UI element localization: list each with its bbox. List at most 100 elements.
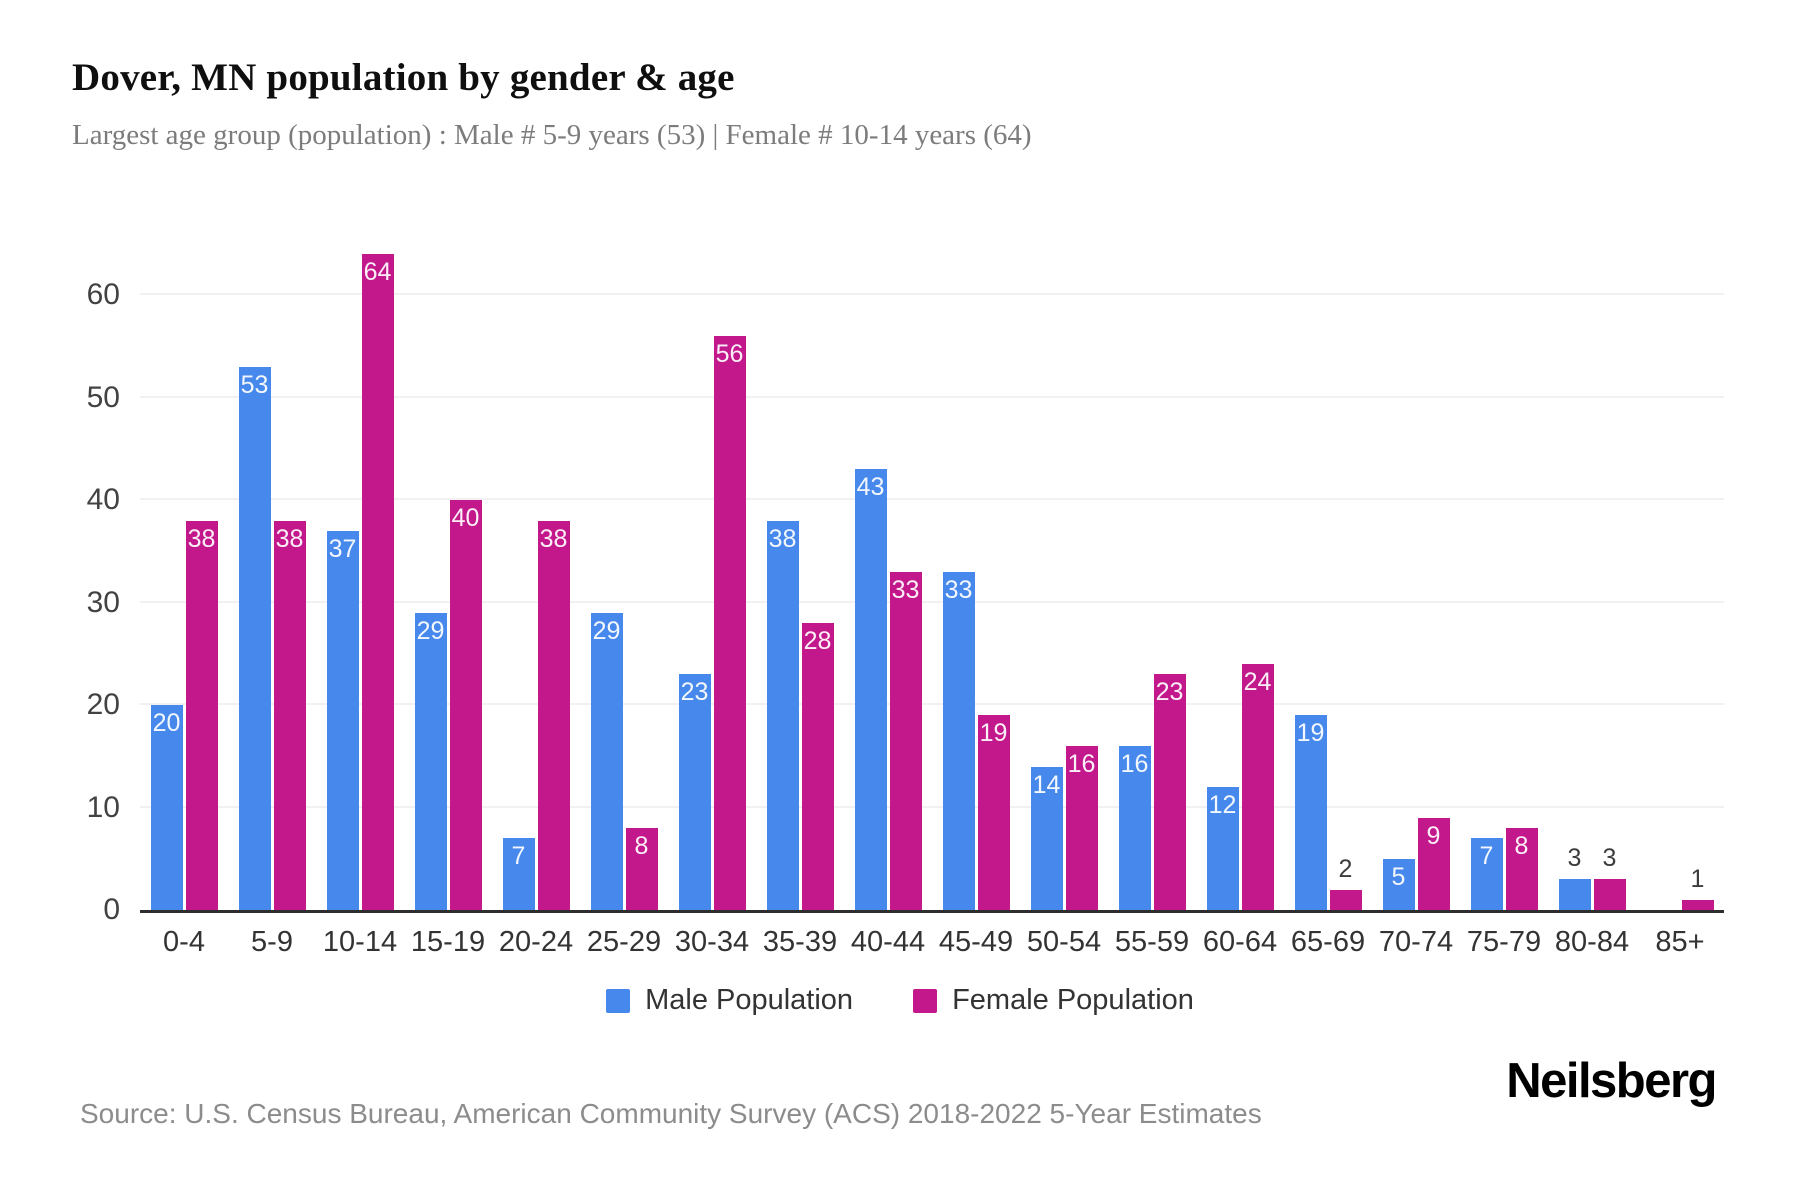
bar-value-label: 29 <box>416 616 445 645</box>
bar-value-label: 29 <box>592 616 621 645</box>
category-group-5-9: 53 38 5-9 <box>228 250 316 958</box>
bar-value-label: 1 <box>1690 864 1705 893</box>
x-axis-label-5-9: 5-9 <box>251 926 293 958</box>
y-gridline-20 <box>140 703 1724 705</box>
male-bar-30-34: 23 <box>678 674 711 910</box>
bar-value-label: 28 <box>803 627 832 655</box>
x-axis-label-35-39: 35-39 <box>762 926 838 958</box>
source-attribution: Source: U.S. Census Bureau, American Com… <box>80 1098 1262 1129</box>
page-title: Dover, MN population by gender & age <box>72 56 735 99</box>
category-group-15-19: 29 40 15-19 <box>404 250 492 958</box>
bar-pair: 14 16 <box>1020 746 1108 910</box>
category-group-75-79: 7 8 75-79 <box>1460 250 1548 958</box>
male-bar-25-29: 29 <box>590 612 623 910</box>
x-axis-label-80-84: 80-84 <box>1554 926 1630 958</box>
male-bar-5-9: 53 <box>238 366 271 910</box>
female-bar-55-59: 23 <box>1153 674 1186 910</box>
bar-pair: 20 38 <box>140 520 228 910</box>
bar-value-label: 33 <box>944 575 973 604</box>
female-bar-0-4: 38 <box>185 520 218 910</box>
bar-value-label: 14 <box>1032 770 1061 799</box>
male-legend-swatch <box>606 988 631 1013</box>
bar-value-label: 23 <box>680 678 709 707</box>
y-gridline-40 <box>140 498 1724 500</box>
bar-value-label: 43 <box>856 473 885 502</box>
y-gridline-10 <box>140 805 1724 808</box>
bar-value-label: 19 <box>1296 719 1325 748</box>
x-axis-baseline <box>140 910 1724 913</box>
male-bar-0-4: 20 <box>150 705 183 910</box>
bar-value-label: 38 <box>539 524 568 553</box>
x-axis-label-0-4: 0-4 <box>163 926 205 958</box>
female-bar-70-74: 9 <box>1417 817 1450 910</box>
y-gridline-50 <box>140 395 1724 398</box>
y-axis-tick-label: 20 <box>86 688 120 721</box>
bar-value-label: 8 <box>634 832 649 860</box>
bar-value-label: 38 <box>768 524 797 553</box>
bar-value-label: 40 <box>451 504 480 532</box>
category-group-40-44: 43 33 40-44 <box>844 250 932 958</box>
bar-pair: 23 56 <box>668 336 756 910</box>
bar-value-label: 38 <box>187 524 216 553</box>
x-axis-label-15-19: 15-19 <box>410 926 486 958</box>
x-axis-label-65-69: 65-69 <box>1290 926 1366 958</box>
bar-value-label: 19 <box>979 719 1008 748</box>
category-group-50-54: 14 16 50-54 <box>1020 250 1108 958</box>
bar-value-label: 24 <box>1243 668 1272 696</box>
y-axis-tick-label: 40 <box>86 483 120 516</box>
y-gridline-30 <box>140 600 1724 603</box>
category-group-20-24: 7 38 20-24 <box>492 250 580 958</box>
bar-pair: 43 33 <box>844 469 932 910</box>
x-axis-label-40-44: 40-44 <box>850 926 926 958</box>
category-group-35-39: 38 28 35-39 <box>756 250 844 958</box>
female-bar-65-69: 2 <box>1329 856 1362 910</box>
male-bar-35-39: 38 <box>766 520 799 910</box>
chart-legend: Male Population Female Population <box>0 984 1800 1017</box>
category-group-45-49: 33 19 45-49 <box>932 250 1020 958</box>
category-row: 20 38 0-4 53 38 5-9 37 64 10-14 29 40 15-19 7 38 20-24… <box>140 250 1724 958</box>
female-bar-50-54: 16 <box>1065 746 1098 910</box>
category-group-25-29: 29 8 25-29 <box>580 250 668 958</box>
bar-value-label: 9 <box>1426 821 1441 850</box>
male-bar-55-59: 16 <box>1118 746 1151 910</box>
bar-value-label: 3 <box>1567 844 1582 873</box>
bar-pair: 33 19 <box>932 571 1020 910</box>
x-axis-label-10-14: 10-14 <box>322 926 398 958</box>
bar-pair: 37 64 <box>316 254 404 910</box>
bar-value-label: 53 <box>240 370 269 399</box>
y-gridline-60 <box>140 293 1724 295</box>
x-axis-label-70-74: 70-74 <box>1378 926 1454 958</box>
x-axis-label-25-29: 25-29 <box>586 926 662 958</box>
x-axis-label-20-24: 20-24 <box>498 926 574 958</box>
female-bar-60-64: 24 <box>1241 664 1274 910</box>
female-legend-label: Female Population <box>952 984 1194 1016</box>
female-bar-25-29: 8 <box>625 828 658 910</box>
bar-pair: 12 24 <box>1196 664 1284 910</box>
category-group-60-64: 12 24 60-64 <box>1196 250 1284 958</box>
female-bar-80-84: 3 <box>1593 846 1626 910</box>
bar-pair: 19 2 <box>1284 715 1372 910</box>
y-axis-tick-label: 10 <box>86 790 120 824</box>
bar-value-label: 16 <box>1120 750 1149 778</box>
x-axis-label-45-49: 45-49 <box>938 926 1014 958</box>
female-bar-20-24: 38 <box>537 520 570 910</box>
male-bar-75-79: 7 <box>1470 838 1503 910</box>
male-bar-40-44: 43 <box>854 469 887 910</box>
bar-value-label: 33 <box>891 575 920 604</box>
bar-value-label: 12 <box>1208 791 1237 819</box>
bar-pair: 53 38 <box>228 366 316 910</box>
category-group-30-34: 23 56 30-34 <box>668 250 756 958</box>
legend-item-female: Female Population <box>913 984 1194 1017</box>
category-group-55-59: 16 23 55-59 <box>1108 250 1196 958</box>
female-bar-15-19: 40 <box>449 500 482 910</box>
x-axis-label-55-59: 55-59 <box>1114 926 1190 958</box>
male-bar-45-49: 33 <box>942 571 975 910</box>
x-axis-label-75-79: 75-79 <box>1466 926 1542 958</box>
category-group-85+: 1 85+ <box>1636 250 1724 958</box>
y-axis-tick-label: 0 <box>103 893 120 926</box>
y-axis-tick-label: 30 <box>86 585 120 619</box>
bar-chart-plot-area: 0 10 20 30 40 50 60 20 38 0-4 53 38 5-9 37 64 10-14 29 40… <box>87 250 1724 958</box>
bar-value-label: 38 <box>275 524 304 553</box>
female-bar-85+: 1 <box>1681 866 1714 910</box>
